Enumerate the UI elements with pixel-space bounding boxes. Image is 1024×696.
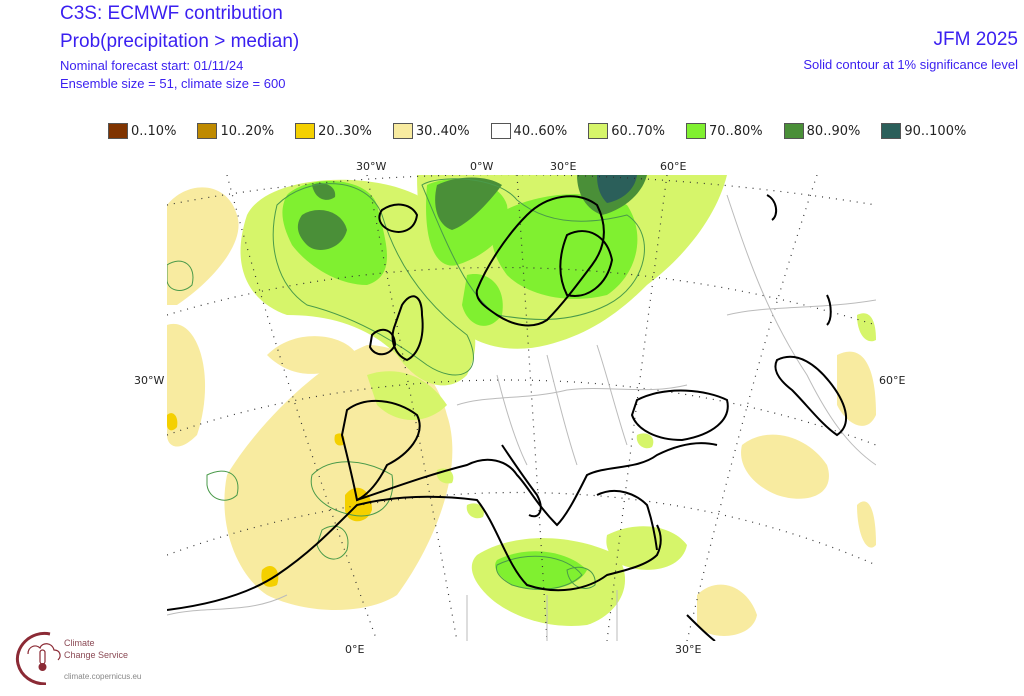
legend-swatch <box>685 123 706 139</box>
legend-item: 0..10% <box>108 123 176 139</box>
subtitle: Prob(precipitation > median) <box>60 31 300 52</box>
tick-left-30w: 30°W <box>134 374 165 387</box>
map-layer-90-100 <box>597 175 637 203</box>
significance-note: Solid contour at 1% significance level <box>803 57 1018 72</box>
legend-label: 90..100% <box>904 123 967 139</box>
tick-top-0w: 0°W <box>470 160 494 173</box>
legend-label: 10..20% <box>220 123 275 139</box>
legend-label: 80..90% <box>806 123 861 139</box>
legend-item: 90..100% <box>881 123 966 139</box>
tick-bottom-30e: 30°E <box>675 643 702 656</box>
legend-item: 40..60% <box>490 123 568 139</box>
legend-item: 70..80% <box>685 123 763 139</box>
country-borders <box>167 194 876 641</box>
legend: 0..10% 10..20% 20..30% 30..40% 40..60% 6… <box>108 123 966 139</box>
ensemble-info: Ensemble size = 51, climate size = 600 <box>60 76 286 91</box>
legend-swatch <box>392 123 413 139</box>
tick-top-30e: 30°E <box>550 160 577 173</box>
legend-label: 40..60% <box>513 123 568 139</box>
logo-url[interactable]: climate.copernicus.eu <box>64 672 142 681</box>
legend-swatch <box>881 123 902 139</box>
legend-swatch <box>588 123 609 139</box>
tick-top-60e: 60°E <box>660 160 687 173</box>
period-label: JFM 2025 <box>933 29 1018 50</box>
logo-line2: Change Service <box>64 650 129 660</box>
tick-top-30w: 30°W <box>356 160 387 173</box>
legend-swatch <box>490 123 511 139</box>
legend-item: 80..90% <box>783 123 861 139</box>
legend-label: 0..10% <box>131 123 177 139</box>
legend-label: 70..80% <box>708 123 763 139</box>
probability-map <box>167 175 876 641</box>
copernicus-logo[interactable]: Climate Change Service climate.copernicu… <box>12 630 212 690</box>
tick-right-60e: 60°E <box>879 374 906 387</box>
tick-bottom-0e: 0°E <box>345 643 365 656</box>
legend-swatch <box>197 123 218 139</box>
legend-item: 20..30% <box>295 123 372 139</box>
legend-swatch <box>783 123 804 139</box>
legend-swatch <box>295 123 316 139</box>
legend-item: 10..20% <box>197 123 274 139</box>
forecast-start: Nominal forecast start: 01/11/24 <box>60 58 244 73</box>
legend-label: 60..70% <box>611 123 665 139</box>
significance-contours <box>167 178 645 590</box>
legend-swatch <box>108 123 128 139</box>
legend-item: 60..70% <box>588 123 665 139</box>
legend-label: 20..30% <box>318 123 372 139</box>
coastlines <box>167 194 847 641</box>
logo-icon <box>15 631 61 686</box>
logo-line1: Climate <box>64 638 95 648</box>
title: C3S: ECMWF contribution <box>60 3 283 24</box>
legend-label: 30..40% <box>415 123 470 139</box>
graticule <box>167 175 876 641</box>
legend-item: 30..40% <box>392 123 470 139</box>
